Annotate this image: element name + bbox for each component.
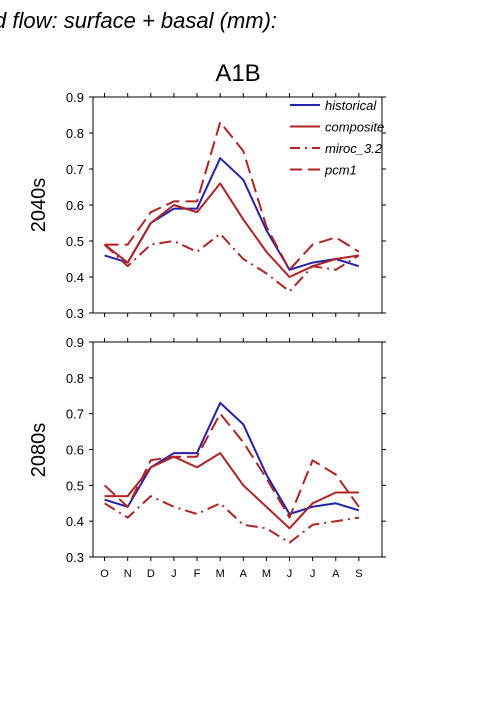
y-tick-label: 0.9 bbox=[66, 335, 84, 350]
legend-label: composite bbox=[325, 120, 384, 135]
page-title: d flow: surface + basal (mm): bbox=[0, 8, 277, 33]
x-tick-label: J bbox=[287, 568, 293, 580]
x-tick-label: M bbox=[216, 568, 225, 580]
panel-2080s: 0.3 0.4 0.5 0.6 0.7 0.8 0.9 O N D J F M A M J J A S 2080s bbox=[28, 335, 386, 580]
legend-label: historical bbox=[325, 98, 377, 113]
series-line-miroc-3-2 bbox=[104, 495, 360, 544]
legend: historical composite miroc_3.2 pcm1 bbox=[290, 98, 384, 178]
y-tick-label: 0.3 bbox=[66, 550, 84, 565]
x-tick-label: J bbox=[171, 568, 177, 580]
panel-label: 2040s bbox=[28, 178, 50, 233]
x-tick-label: S bbox=[355, 568, 362, 580]
panel-2040s: 0.3 0.4 0.5 0.6 0.7 0.8 0.9 2040s historical comp… bbox=[28, 90, 386, 321]
plot-frame bbox=[92, 341, 383, 558]
legend-label: pcm1 bbox=[324, 163, 357, 178]
series-line-historical bbox=[104, 401, 360, 515]
x-tick-label: O bbox=[100, 568, 109, 580]
x-tick-label: D bbox=[147, 568, 155, 580]
series-line-composite bbox=[104, 452, 359, 530]
panel-label: 2080s bbox=[28, 423, 50, 478]
y-tick-label: 0.9 bbox=[66, 90, 84, 105]
y-tick-label: 0.6 bbox=[66, 443, 84, 458]
x-tick-label: M bbox=[262, 568, 271, 580]
x-tick-label: F bbox=[194, 568, 201, 580]
x-tick-label: J bbox=[310, 568, 316, 580]
y-tick-label: 0.8 bbox=[66, 371, 84, 386]
x-tick-label: A bbox=[332, 568, 340, 580]
series-line-miroc-3-2 bbox=[103, 232, 360, 293]
y-tick-label: 0.7 bbox=[66, 162, 84, 177]
y-tick-label: 0.5 bbox=[66, 478, 84, 493]
y-tick-label: 0.8 bbox=[66, 126, 84, 141]
series-line-composite bbox=[103, 182, 360, 278]
y-tick-label: 0.6 bbox=[66, 198, 84, 213]
y-tick-label: 0.4 bbox=[66, 270, 84, 285]
y-tick-label: 0.3 bbox=[66, 306, 84, 321]
series-line-pcm1 bbox=[104, 121, 360, 271]
x-tick-label: N bbox=[124, 568, 132, 580]
x-tick-label: A bbox=[240, 568, 248, 580]
y-tick-label: 0.7 bbox=[66, 407, 84, 422]
y-tick-label: 0.4 bbox=[66, 514, 84, 529]
y-tick-label: 0.5 bbox=[66, 234, 84, 249]
legend-label: miroc_3.2 bbox=[325, 141, 383, 156]
scenario-title: A1B bbox=[215, 60, 260, 87]
series-line-pcm1 bbox=[103, 412, 360, 519]
